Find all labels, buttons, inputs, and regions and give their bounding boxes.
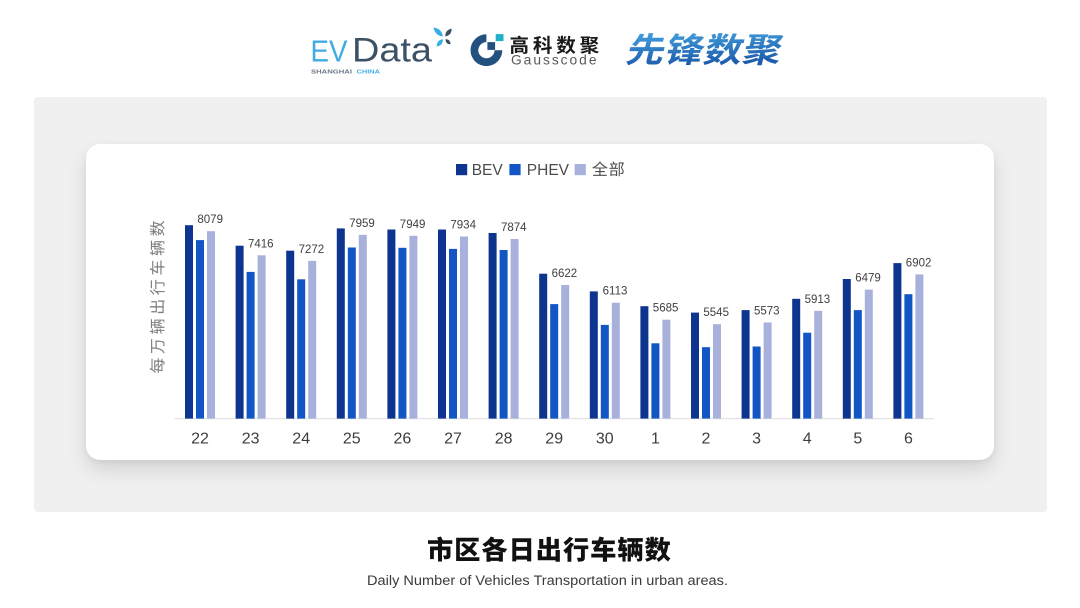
- svg-text:5573: 5573: [754, 306, 780, 318]
- svg-text:Gausscode: Gausscode: [511, 52, 597, 67]
- svg-text:6902: 6902: [906, 257, 932, 269]
- svg-text:8079: 8079: [197, 214, 223, 226]
- svg-text:6622: 6622: [552, 268, 578, 280]
- svg-text:6: 6: [904, 431, 913, 448]
- svg-text:7934: 7934: [450, 220, 476, 232]
- svg-text:25: 25: [343, 431, 361, 448]
- svg-text:7272: 7272: [299, 244, 325, 256]
- svg-text:7416: 7416: [248, 238, 274, 250]
- svg-text:5: 5: [853, 431, 862, 448]
- svg-text:23: 23: [242, 431, 260, 448]
- svg-text:22: 22: [191, 431, 209, 448]
- svg-text:2: 2: [702, 431, 711, 448]
- svg-text:26: 26: [394, 431, 412, 448]
- svg-text:5913: 5913: [805, 294, 831, 306]
- svg-text:7874: 7874: [501, 222, 527, 234]
- svg-text:24: 24: [292, 431, 310, 448]
- svg-text:6479: 6479: [855, 273, 881, 285]
- svg-text:5545: 5545: [703, 307, 729, 319]
- svg-text:7949: 7949: [400, 219, 426, 231]
- svg-text:CHINA: CHINA: [357, 70, 382, 76]
- svg-text:3: 3: [752, 431, 761, 448]
- svg-text:7959: 7959: [349, 218, 375, 230]
- svg-text:30: 30: [596, 431, 614, 448]
- svg-text:BEV: BEV: [472, 162, 504, 179]
- svg-text:1: 1: [651, 431, 660, 448]
- svg-text:28: 28: [495, 431, 513, 448]
- svg-text:4: 4: [803, 431, 812, 448]
- svg-text:29: 29: [545, 431, 563, 448]
- svg-text:6113: 6113: [603, 286, 628, 298]
- svg-text:Daily Number of Vehicles Trans: Daily Number of Vehicles Transportation …: [367, 573, 728, 588]
- svg-text:PHEV: PHEV: [527, 162, 570, 179]
- svg-text:EV: EV: [311, 34, 349, 68]
- svg-text:Data: Data: [352, 31, 433, 69]
- svg-text:27: 27: [444, 431, 462, 448]
- svg-text:SHANGHAI: SHANGHAI: [311, 70, 353, 76]
- svg-text:5685: 5685: [653, 303, 679, 315]
